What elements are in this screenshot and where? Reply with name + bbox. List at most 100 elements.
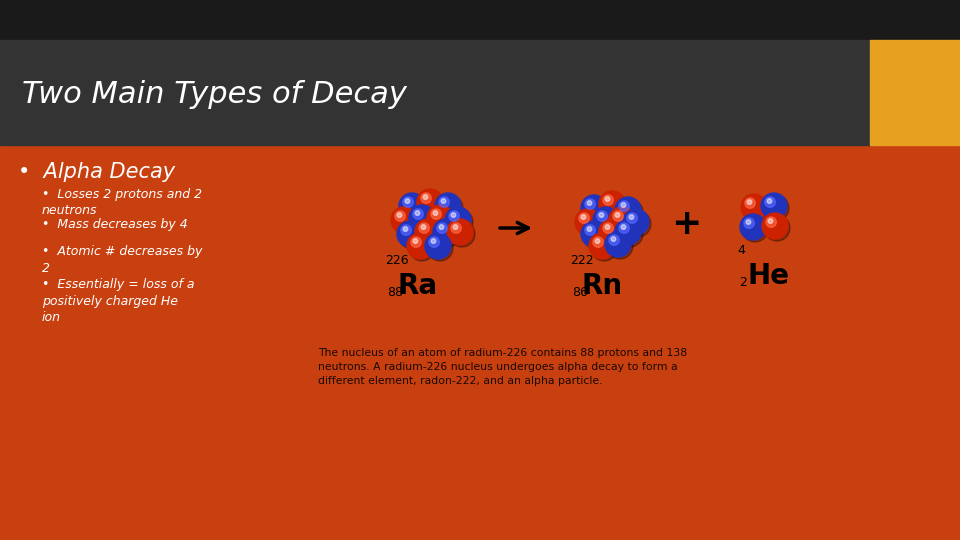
Text: 86: 86 (572, 286, 588, 299)
Circle shape (405, 199, 410, 204)
Circle shape (399, 193, 425, 219)
Circle shape (417, 221, 443, 247)
Circle shape (741, 194, 767, 220)
Circle shape (585, 199, 595, 210)
Circle shape (599, 191, 625, 217)
Circle shape (453, 225, 458, 230)
Circle shape (407, 233, 433, 259)
Circle shape (588, 201, 591, 205)
Circle shape (609, 235, 619, 245)
Circle shape (588, 227, 591, 232)
Circle shape (449, 211, 459, 221)
Text: He: He (747, 262, 789, 290)
Circle shape (746, 220, 751, 225)
Circle shape (429, 207, 455, 233)
Circle shape (401, 225, 411, 235)
Circle shape (419, 223, 429, 233)
Circle shape (433, 219, 459, 245)
Circle shape (585, 225, 595, 235)
Text: 226: 226 (385, 254, 409, 267)
Circle shape (595, 239, 600, 244)
Circle shape (619, 223, 630, 233)
Circle shape (599, 213, 604, 218)
Circle shape (399, 223, 425, 249)
Circle shape (411, 207, 437, 233)
Circle shape (615, 197, 641, 223)
Text: •  Alpha Decay: • Alpha Decay (18, 162, 175, 182)
Circle shape (441, 199, 445, 204)
Circle shape (609, 207, 635, 233)
Circle shape (761, 193, 787, 219)
Bar (870, 40, 960, 145)
Circle shape (601, 193, 627, 219)
Bar (0, 0, 960, 40)
Circle shape (601, 221, 627, 247)
Circle shape (417, 189, 443, 215)
Circle shape (427, 205, 453, 231)
Circle shape (447, 209, 473, 235)
Circle shape (581, 221, 607, 247)
Circle shape (625, 211, 651, 237)
Circle shape (439, 197, 449, 207)
Circle shape (768, 219, 773, 224)
Circle shape (764, 215, 790, 241)
Circle shape (615, 213, 620, 218)
Circle shape (629, 215, 634, 219)
Circle shape (747, 200, 752, 205)
Circle shape (437, 223, 447, 233)
Text: The nucleus of an atom of radium-226 contains 88 protons and 138
neutrons. A rad: The nucleus of an atom of radium-226 con… (318, 348, 687, 386)
Circle shape (605, 231, 631, 257)
Circle shape (593, 237, 603, 247)
Circle shape (395, 211, 405, 221)
Text: 2: 2 (739, 276, 747, 289)
Circle shape (766, 217, 777, 227)
Circle shape (612, 237, 615, 241)
Circle shape (617, 221, 643, 247)
Circle shape (599, 219, 625, 245)
Circle shape (401, 195, 427, 221)
Circle shape (449, 221, 475, 247)
Circle shape (409, 205, 435, 231)
Circle shape (427, 235, 453, 261)
Circle shape (391, 207, 417, 233)
Circle shape (575, 209, 601, 235)
Circle shape (413, 209, 423, 219)
Circle shape (579, 213, 589, 224)
Text: •  Atomic # decreases by
2: • Atomic # decreases by 2 (42, 245, 203, 274)
Circle shape (612, 211, 623, 221)
Text: 88: 88 (387, 286, 403, 299)
Circle shape (451, 223, 462, 233)
Circle shape (397, 221, 423, 247)
Circle shape (745, 198, 756, 208)
Circle shape (765, 197, 776, 207)
Circle shape (435, 221, 461, 247)
Circle shape (439, 225, 444, 230)
Circle shape (431, 209, 442, 219)
Circle shape (742, 216, 768, 242)
Circle shape (421, 225, 426, 230)
Circle shape (603, 223, 613, 233)
Circle shape (413, 239, 418, 244)
Circle shape (627, 213, 637, 224)
Circle shape (403, 227, 408, 232)
Circle shape (621, 225, 626, 230)
Text: Rn: Rn (582, 272, 623, 300)
Circle shape (425, 233, 451, 259)
Circle shape (762, 213, 788, 239)
Circle shape (445, 207, 471, 233)
Circle shape (740, 214, 766, 240)
Circle shape (605, 225, 610, 230)
Circle shape (621, 202, 626, 207)
Circle shape (591, 235, 617, 261)
Circle shape (597, 211, 608, 221)
Circle shape (619, 201, 630, 211)
Circle shape (605, 197, 610, 201)
Circle shape (607, 233, 633, 259)
Text: •  Mass decreases by 4: • Mass decreases by 4 (42, 218, 188, 231)
Circle shape (431, 239, 436, 244)
Circle shape (743, 196, 769, 222)
Circle shape (603, 195, 613, 205)
Circle shape (429, 237, 440, 247)
Circle shape (583, 197, 609, 223)
Circle shape (581, 215, 586, 219)
